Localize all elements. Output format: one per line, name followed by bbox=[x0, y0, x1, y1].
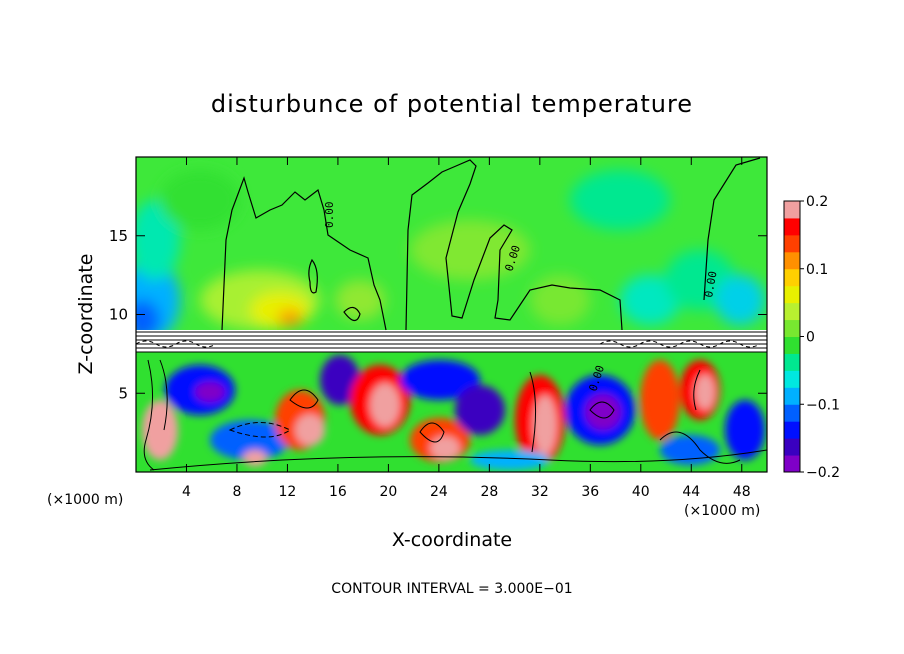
colorbar-swatch bbox=[784, 234, 800, 253]
x-tick-label: 24 bbox=[430, 484, 448, 500]
y-axis: 5 10 15 bbox=[109, 227, 767, 402]
x-tick-label: 44 bbox=[682, 484, 700, 500]
y-axis-label: Z-coordinate bbox=[75, 254, 97, 375]
colorbar-swatch bbox=[784, 285, 800, 304]
y-tick-label: 5 bbox=[118, 384, 128, 402]
x-tick-label: 8 bbox=[232, 484, 241, 500]
upper-layer-anomalies bbox=[136, 170, 765, 340]
colorbar-tick-label: −0.2 bbox=[806, 465, 840, 481]
colorbar-swatch bbox=[784, 455, 800, 473]
colorbar-swatch bbox=[784, 302, 800, 321]
x-unit-label-left: (×1000 m) bbox=[47, 492, 123, 508]
colorbar-swatch bbox=[784, 251, 800, 270]
x-tick-label: 40 bbox=[632, 484, 650, 500]
colorbar-tick-label: −0.1 bbox=[806, 397, 840, 413]
contour-interval-note: CONTOUR INTERVAL = 3.000E−01 bbox=[331, 581, 572, 597]
x-tick-label: 12 bbox=[279, 484, 297, 500]
x-tick-label: 16 bbox=[329, 484, 347, 500]
colorbar: 0.2 0.1 0 −0.1 −0.2 bbox=[783, 194, 840, 481]
colorbar-swatch bbox=[784, 268, 800, 287]
y-tick-label: 10 bbox=[109, 306, 128, 324]
lower-layer-anomalies bbox=[142, 355, 765, 470]
x-tick-label: 20 bbox=[379, 484, 397, 500]
contour-label: 0.00 bbox=[323, 202, 336, 229]
colorbar-tick-label: 0.2 bbox=[806, 194, 828, 210]
upper-contours bbox=[221, 157, 761, 331]
x-tick-label: 32 bbox=[531, 484, 549, 500]
contour-labels: 0.00 0.00 0.00 0.00 bbox=[323, 202, 720, 393]
x-unit-label-right: (×1000 m) bbox=[684, 503, 760, 519]
plot-area bbox=[136, 157, 767, 472]
x-tick-label: 28 bbox=[480, 484, 498, 500]
colorbar-swatch bbox=[784, 404, 800, 422]
colorbar-swatch bbox=[784, 438, 800, 456]
x-tick-label: 36 bbox=[581, 484, 599, 500]
contour-label: 0.00 bbox=[702, 270, 719, 298]
y-tick-label: 15 bbox=[109, 227, 128, 245]
x-axis-label: X-coordinate bbox=[392, 529, 512, 551]
colorbar-swatch bbox=[784, 353, 800, 371]
x-tick-label: 48 bbox=[733, 484, 751, 500]
colorbar-swatch bbox=[784, 336, 800, 354]
colorbar-swatch bbox=[784, 370, 800, 388]
colorbar-swatch bbox=[784, 319, 800, 337]
colorbar-swatch bbox=[784, 421, 800, 439]
inversion-band bbox=[136, 330, 767, 352]
lower-contours bbox=[143, 359, 767, 471]
chart-title: disturbunce of potential temperature bbox=[211, 90, 693, 118]
x-axis: 4 8 12 16 20 24 28 32 36 40 44 48 bbox=[182, 157, 751, 500]
colorbar-tick-label: 0.1 bbox=[806, 262, 828, 278]
colorbar-tick-label: 0 bbox=[806, 330, 815, 346]
colorbar-swatch bbox=[784, 387, 800, 405]
colorbar-swatch bbox=[784, 217, 800, 236]
inversion-contours bbox=[136, 331, 767, 353]
colorbar-swatch bbox=[784, 201, 800, 219]
x-tick-label: 4 bbox=[182, 484, 191, 500]
